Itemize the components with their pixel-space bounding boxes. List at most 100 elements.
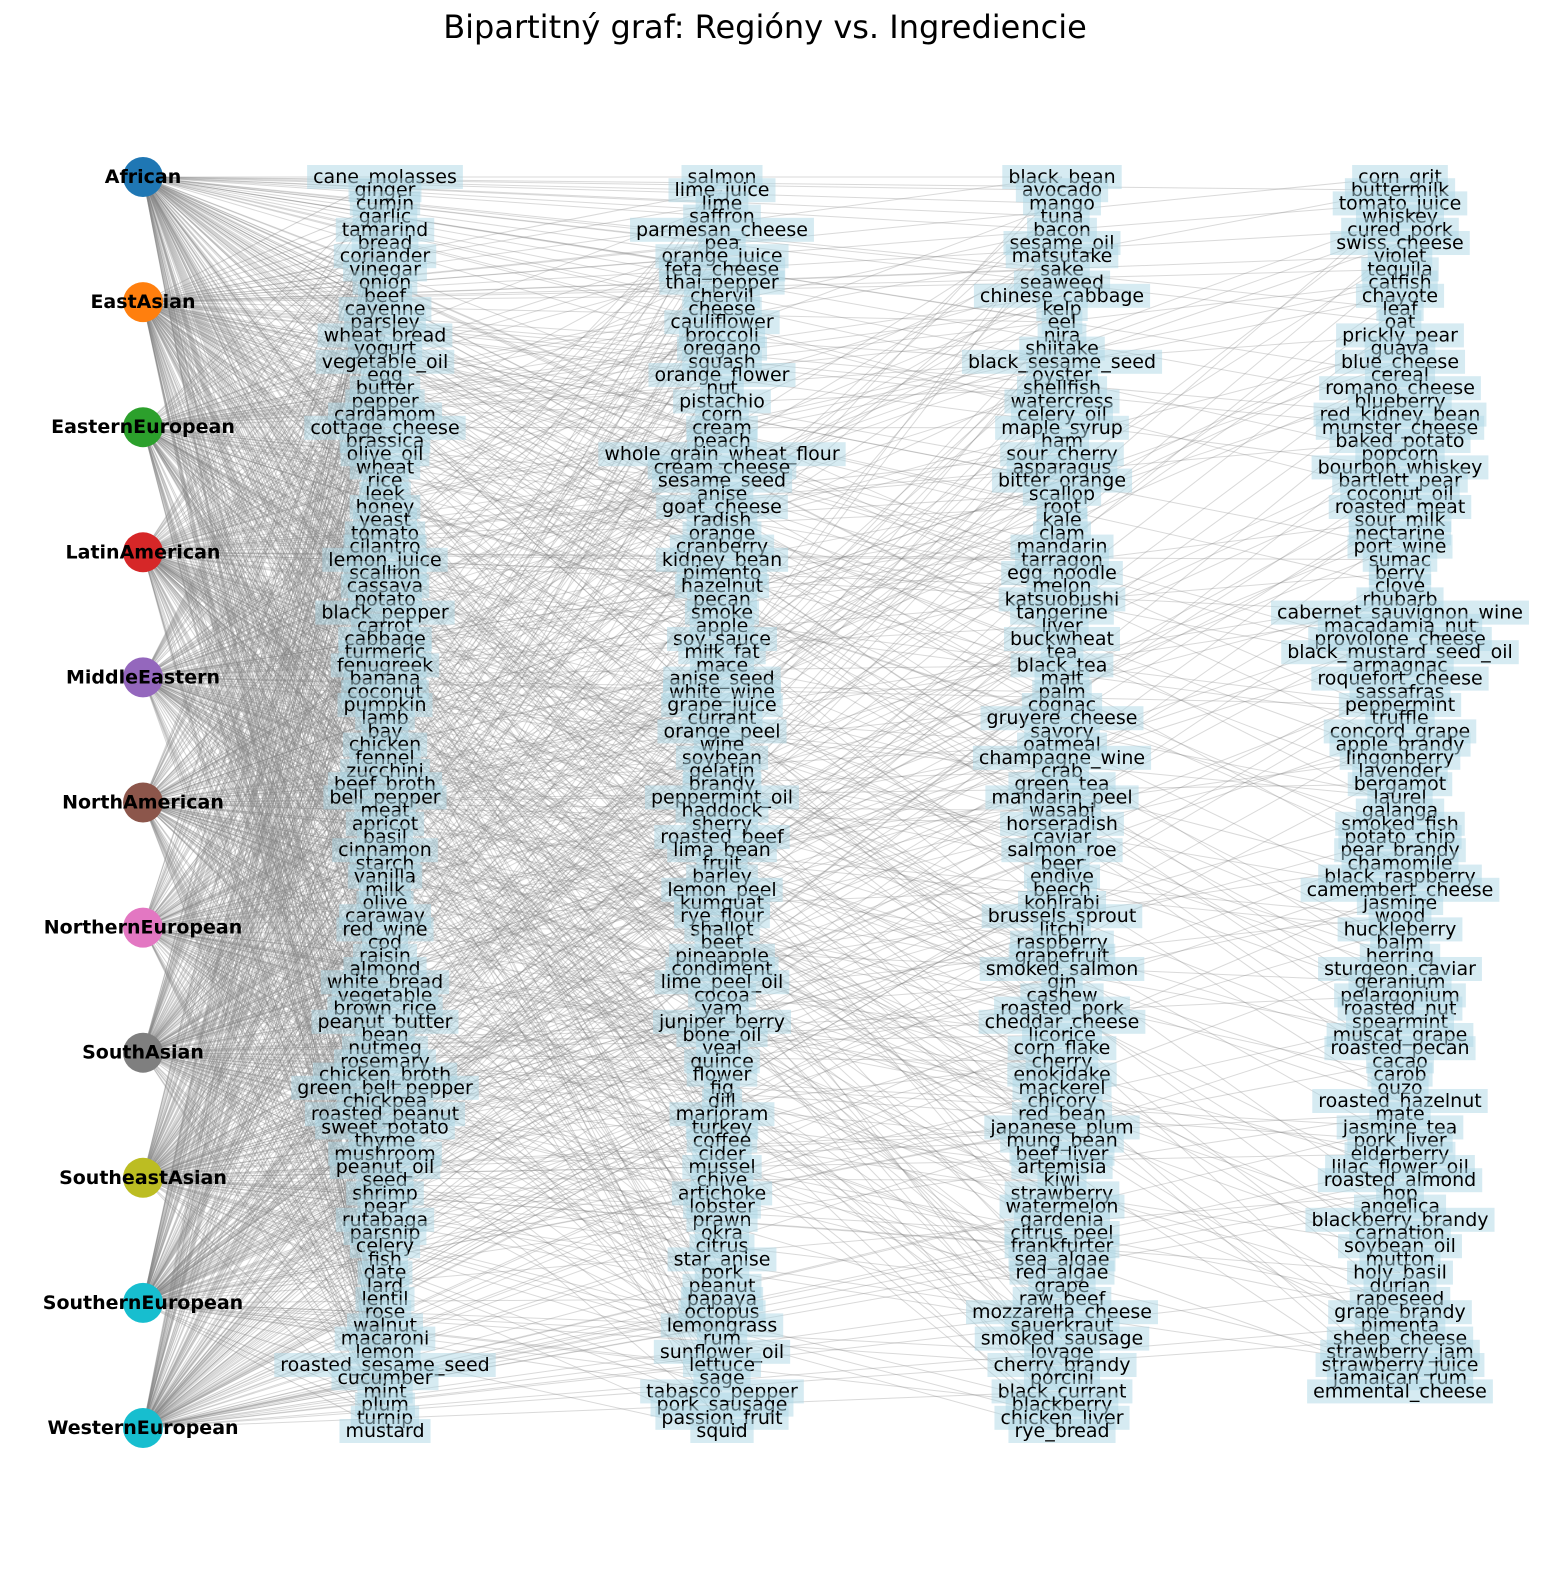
edge xyxy=(142,676,1063,1234)
region-node: NorthernEuropean xyxy=(44,907,242,948)
edge xyxy=(142,532,1063,678)
edge xyxy=(142,268,1063,929)
edge xyxy=(142,176,386,1392)
edge xyxy=(142,301,723,627)
edge xyxy=(142,308,1063,428)
edge xyxy=(142,927,386,1392)
edge xyxy=(142,1298,723,1304)
edge xyxy=(142,176,1063,416)
edge xyxy=(142,361,723,803)
edge xyxy=(142,612,723,1179)
edge xyxy=(142,889,1063,1429)
edge xyxy=(142,426,1063,574)
edge xyxy=(142,426,723,1326)
edge xyxy=(142,361,1063,1179)
edge xyxy=(142,467,723,1179)
edge xyxy=(142,176,723,917)
edge xyxy=(142,1302,386,1432)
edge xyxy=(142,374,386,1304)
edge xyxy=(142,1021,723,1054)
edge xyxy=(142,730,1063,1054)
edge xyxy=(142,426,723,1300)
edge xyxy=(142,927,1063,1194)
edge xyxy=(142,301,386,1009)
edge xyxy=(142,1047,1063,1304)
edge xyxy=(142,176,1063,1260)
edge xyxy=(142,802,1063,1010)
edge xyxy=(142,552,386,1023)
region-node-circle xyxy=(123,1408,163,1448)
edge xyxy=(142,467,723,1054)
edge xyxy=(142,335,386,1429)
edge xyxy=(142,301,386,917)
edge xyxy=(142,176,723,442)
edge xyxy=(142,176,1063,204)
edge xyxy=(142,599,1063,1304)
edge xyxy=(142,1177,723,1353)
edge xyxy=(142,176,723,1300)
region-node: SoutheastAsian xyxy=(59,1157,227,1198)
edge xyxy=(142,301,1063,574)
edge xyxy=(142,176,1063,218)
edge xyxy=(142,388,386,1053)
edge xyxy=(142,1113,1401,1304)
edge xyxy=(142,802,1063,1221)
edge xyxy=(142,176,386,1405)
edge xyxy=(142,1140,1063,1179)
edge xyxy=(142,676,1063,1366)
edge xyxy=(142,176,386,1207)
edge xyxy=(142,176,386,1022)
edge xyxy=(142,189,723,1304)
edge xyxy=(142,426,386,521)
edge xyxy=(142,426,723,495)
edge xyxy=(142,426,723,1062)
edge xyxy=(142,387,386,428)
edge xyxy=(142,676,723,1049)
edge xyxy=(142,783,386,1054)
edge xyxy=(142,301,1063,402)
edge xyxy=(142,1390,1063,1429)
edge xyxy=(142,955,386,1429)
region-node: EasternEuropean xyxy=(51,407,235,448)
edge xyxy=(142,335,1063,1304)
edge xyxy=(142,1232,386,1429)
edge xyxy=(142,426,723,732)
region-node: NorthAmerican xyxy=(62,782,224,823)
edge xyxy=(142,493,386,678)
edge xyxy=(142,677,386,1286)
edge xyxy=(142,638,1063,1304)
edge xyxy=(142,585,723,929)
edge xyxy=(142,1298,1063,1429)
edge xyxy=(142,802,723,1010)
edge xyxy=(142,301,1063,653)
edge xyxy=(142,426,723,1379)
edge xyxy=(142,1302,1063,1353)
edge xyxy=(142,176,386,429)
edge xyxy=(142,802,386,825)
edge xyxy=(142,677,723,1221)
edge xyxy=(142,301,1063,548)
edge xyxy=(142,308,723,1054)
edge xyxy=(142,676,1063,864)
edge xyxy=(142,348,723,1304)
edge xyxy=(142,802,386,1432)
edge xyxy=(142,321,1063,1304)
edge xyxy=(142,321,723,1429)
edge xyxy=(142,519,1063,678)
ingredient-node: emmental_cheese xyxy=(1307,1379,1493,1404)
edge xyxy=(142,927,1063,1076)
edge xyxy=(142,676,1063,1274)
edge xyxy=(142,1166,386,1304)
edge xyxy=(142,676,723,996)
edge xyxy=(142,426,1063,957)
edge xyxy=(142,427,386,1339)
edge xyxy=(142,466,723,553)
edge xyxy=(142,321,386,803)
edge xyxy=(142,704,1063,803)
edge xyxy=(142,414,723,553)
edge xyxy=(142,1052,1063,1142)
edge xyxy=(142,676,723,825)
edge xyxy=(142,466,1063,553)
edge xyxy=(142,691,723,929)
edge xyxy=(142,295,386,928)
